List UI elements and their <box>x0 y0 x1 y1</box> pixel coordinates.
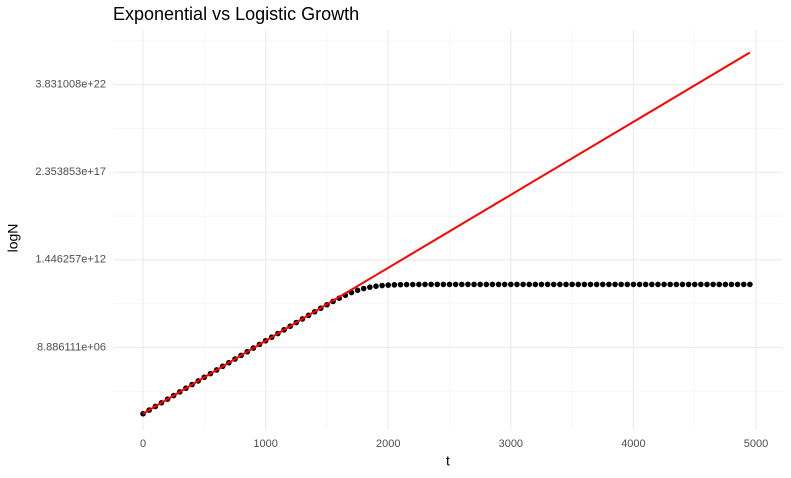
point <box>379 282 385 289</box>
point <box>520 281 526 288</box>
point <box>508 281 514 288</box>
point <box>569 281 575 288</box>
chart-title: Exponential vs Logistic Growth <box>113 4 359 24</box>
point <box>575 281 582 288</box>
y-tick-label: 2.353853e+17 <box>35 166 106 178</box>
point <box>367 284 373 290</box>
point <box>544 281 551 288</box>
x-axis-title: t <box>446 453 450 469</box>
x-tick-label: 5000 <box>744 438 768 450</box>
point <box>409 281 416 288</box>
point <box>483 281 490 288</box>
point <box>434 281 441 288</box>
point <box>403 281 410 288</box>
y-tick-label: 3.831008e+22 <box>35 79 106 91</box>
point <box>704 281 710 288</box>
point <box>722 281 729 288</box>
point <box>636 281 643 288</box>
point <box>740 281 747 288</box>
point <box>440 281 447 288</box>
point <box>563 281 569 288</box>
point <box>581 281 588 288</box>
point <box>452 281 459 288</box>
point <box>642 281 649 288</box>
point <box>618 281 624 288</box>
point <box>698 281 704 288</box>
point <box>630 281 637 288</box>
x-tick-label: 0 <box>140 438 146 450</box>
point <box>526 281 533 288</box>
point <box>624 281 631 288</box>
point <box>422 281 428 288</box>
point <box>489 281 496 288</box>
point <box>465 281 471 288</box>
point <box>397 281 404 288</box>
point <box>416 281 422 288</box>
point <box>667 281 674 288</box>
y-axis-title: logN <box>5 224 21 253</box>
point <box>477 281 483 288</box>
point <box>354 287 361 294</box>
point <box>360 285 367 292</box>
point <box>716 281 723 288</box>
point <box>655 281 661 288</box>
point <box>385 282 392 288</box>
point <box>679 281 686 288</box>
point <box>710 281 716 288</box>
point <box>538 281 545 288</box>
x-tick-label: 3000 <box>499 438 523 450</box>
point <box>691 281 698 288</box>
point <box>501 281 508 288</box>
point <box>458 281 465 288</box>
point <box>532 281 539 288</box>
y-tick-label: 1.446257e+12 <box>35 254 106 266</box>
point <box>471 281 477 288</box>
point <box>728 281 735 288</box>
point <box>606 281 612 288</box>
point <box>673 281 680 288</box>
point <box>661 281 667 288</box>
point <box>599 281 606 288</box>
point <box>587 281 594 288</box>
point <box>391 282 398 288</box>
point <box>550 281 557 288</box>
point <box>649 281 655 288</box>
point <box>446 281 453 288</box>
point <box>428 281 434 288</box>
y-tick-label: 8.886111e+06 <box>37 341 106 353</box>
point <box>747 281 753 288</box>
point <box>612 281 618 288</box>
x-tick-label: 4000 <box>621 438 645 450</box>
point <box>734 281 741 288</box>
point <box>557 281 563 288</box>
point <box>593 281 600 288</box>
point <box>495 281 502 288</box>
point <box>685 281 692 288</box>
point <box>373 283 379 289</box>
point <box>514 281 520 288</box>
x-tick-label: 1000 <box>253 438 277 450</box>
line <box>142 51 751 415</box>
x-tick-label: 2000 <box>376 438 400 450</box>
